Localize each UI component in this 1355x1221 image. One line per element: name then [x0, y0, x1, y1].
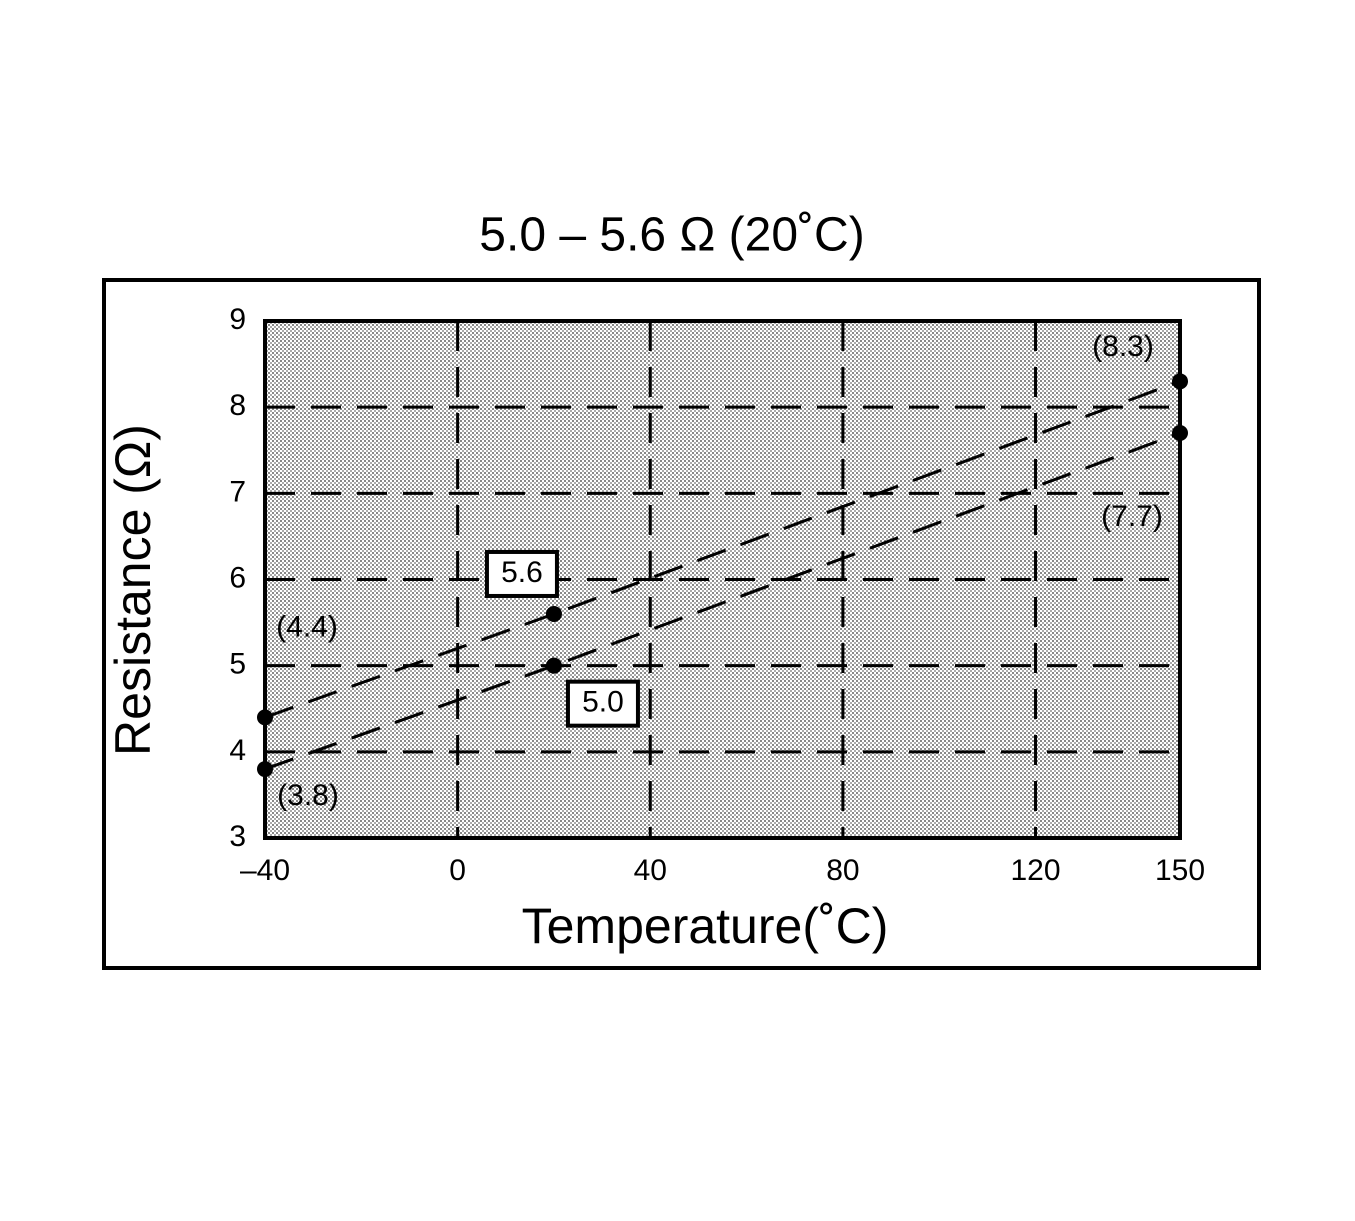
x-tick-label: 120: [1010, 854, 1060, 887]
x-tick-label: 80: [826, 854, 859, 887]
y-tick-label: 3: [229, 820, 246, 853]
frame: [102, 278, 1261, 970]
y-tick-label: 4: [229, 734, 246, 767]
value-label-box: [484, 549, 559, 598]
y-tick-label: 7: [229, 475, 246, 508]
value-label: (4.4): [276, 610, 338, 643]
value-label: (3.8): [277, 779, 339, 812]
data-point: [545, 657, 562, 674]
y-tick-label: 9: [229, 303, 246, 336]
data-point: [257, 761, 273, 778]
x-tick-label: 0: [449, 854, 466, 887]
value-label-box: [565, 679, 640, 728]
y-tick-label: 8: [229, 389, 246, 422]
data-point: [257, 709, 273, 726]
data-point: [1172, 373, 1188, 390]
value-label: 5.6: [501, 556, 543, 589]
x-tick-label: 40: [634, 854, 667, 887]
x-tick-label: –40: [240, 854, 290, 887]
value-label: (8.3): [1092, 330, 1154, 363]
chart-title: 5.0 – 5.6 Ω (20˚C): [479, 209, 864, 262]
series-line: [264, 379, 1181, 719]
y-axis-label: Resistance (Ω): [105, 424, 161, 756]
y-tick-label: 5: [229, 648, 246, 681]
series-line: [264, 431, 1181, 771]
x-tick-label: 150: [1155, 854, 1205, 887]
y-tick-label: 6: [229, 561, 246, 594]
data-point: [545, 605, 562, 622]
plot-area: [263, 319, 1182, 840]
data-point: [1172, 425, 1188, 442]
x-axis-label: Temperature(˚C): [522, 898, 889, 954]
value-label: (7.7): [1101, 500, 1163, 533]
value-label: 5.0: [582, 686, 624, 719]
